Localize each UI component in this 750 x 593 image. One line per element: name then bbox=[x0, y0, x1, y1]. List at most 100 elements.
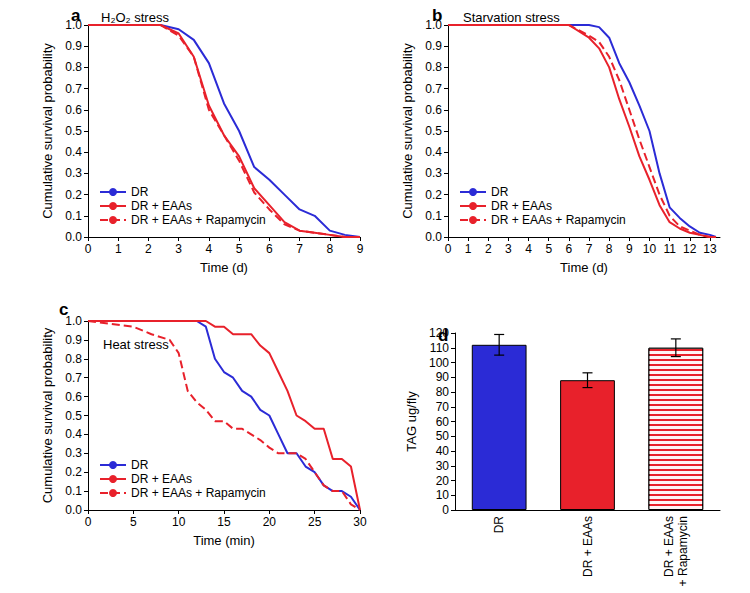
svg-text:TAG ug/fly: TAG ug/fly bbox=[404, 391, 419, 452]
svg-text:8: 8 bbox=[606, 242, 613, 256]
svg-text:4: 4 bbox=[206, 242, 213, 256]
svg-text:0.8: 0.8 bbox=[65, 352, 82, 366]
svg-text:0: 0 bbox=[85, 515, 92, 529]
svg-text:Time (d): Time (d) bbox=[200, 260, 248, 275]
svg-text:DR: DR bbox=[131, 458, 149, 472]
svg-text:DR + EAAs: DR + EAAs bbox=[581, 516, 595, 577]
svg-text:20: 20 bbox=[436, 474, 450, 488]
svg-text:Time (d): Time (d) bbox=[560, 260, 608, 275]
svg-text:20: 20 bbox=[263, 515, 277, 529]
svg-text:0.7: 0.7 bbox=[65, 82, 82, 96]
svg-text:0.1: 0.1 bbox=[65, 209, 82, 223]
svg-text:15: 15 bbox=[217, 515, 231, 529]
svg-text:0.0: 0.0 bbox=[425, 230, 442, 244]
svg-text:0.1: 0.1 bbox=[65, 484, 82, 498]
svg-text:5: 5 bbox=[130, 515, 137, 529]
svg-text:10: 10 bbox=[172, 515, 186, 529]
svg-text:0.6: 0.6 bbox=[65, 390, 82, 404]
svg-text:9: 9 bbox=[626, 242, 633, 256]
svg-text:4: 4 bbox=[525, 242, 532, 256]
svg-text:0.2: 0.2 bbox=[425, 188, 442, 202]
svg-text:3: 3 bbox=[175, 242, 182, 256]
svg-text:Starvation stress: Starvation stress bbox=[463, 10, 560, 25]
svg-text:0.3: 0.3 bbox=[65, 446, 82, 460]
svg-text:0.0: 0.0 bbox=[65, 230, 82, 244]
svg-text:2: 2 bbox=[145, 242, 152, 256]
svg-text:DR + EAAs + Rapamycin: DR + EAAs + Rapamycin bbox=[131, 213, 266, 227]
svg-text:2: 2 bbox=[485, 242, 492, 256]
svg-text:0.4: 0.4 bbox=[425, 145, 442, 159]
svg-text:0.4: 0.4 bbox=[65, 145, 82, 159]
svg-text:0.5: 0.5 bbox=[65, 409, 82, 423]
svg-text:50: 50 bbox=[436, 429, 450, 443]
svg-text:11: 11 bbox=[663, 242, 676, 256]
svg-text:12: 12 bbox=[683, 242, 697, 256]
svg-text:DR: DR bbox=[131, 185, 149, 199]
svg-text:5: 5 bbox=[545, 242, 552, 256]
svg-text:a: a bbox=[71, 6, 81, 25]
svg-text:0.0: 0.0 bbox=[65, 503, 82, 517]
svg-text:+ Rapamycin: + Rapamycin bbox=[676, 516, 690, 586]
svg-text:0.5: 0.5 bbox=[425, 124, 442, 138]
svg-text:Cumulative survival probabilit: Cumulative survival probability bbox=[40, 327, 55, 503]
svg-text:Heat stress: Heat stress bbox=[103, 337, 169, 352]
svg-text:0: 0 bbox=[85, 242, 92, 256]
svg-text:110: 110 bbox=[429, 340, 449, 355]
svg-text:Time (min): Time (min) bbox=[193, 533, 255, 548]
svg-text:0.7: 0.7 bbox=[425, 82, 442, 96]
svg-text:Cumulative survival probabilit: Cumulative survival probability bbox=[400, 43, 415, 219]
svg-text:0.4: 0.4 bbox=[65, 427, 82, 441]
svg-text:0.9: 0.9 bbox=[65, 333, 82, 347]
svg-text:DR: DR bbox=[491, 185, 509, 199]
svg-text:0.6: 0.6 bbox=[425, 103, 442, 117]
svg-text:10: 10 bbox=[436, 488, 450, 502]
svg-text:100: 100 bbox=[429, 356, 449, 370]
svg-text:10: 10 bbox=[643, 242, 657, 256]
svg-text:0.9: 0.9 bbox=[65, 39, 82, 53]
svg-text:0.5: 0.5 bbox=[65, 124, 82, 138]
svg-text:0.7: 0.7 bbox=[65, 371, 82, 385]
svg-text:0.3: 0.3 bbox=[425, 166, 442, 180]
svg-text:90: 90 bbox=[436, 370, 450, 384]
svg-text:0.6: 0.6 bbox=[65, 103, 82, 117]
svg-text:13: 13 bbox=[703, 242, 717, 256]
svg-text:DR + EAAs + Rapamycin: DR + EAAs + Rapamycin bbox=[491, 213, 626, 227]
svg-text:d: d bbox=[438, 326, 448, 345]
svg-text:1: 1 bbox=[465, 242, 472, 256]
svg-text:70: 70 bbox=[436, 400, 450, 414]
svg-text:80: 80 bbox=[436, 385, 450, 399]
svg-text:0.9: 0.9 bbox=[425, 39, 442, 53]
svg-text:0: 0 bbox=[445, 242, 452, 256]
svg-text:6: 6 bbox=[566, 242, 573, 256]
svg-text:H₂O₂ stress: H₂O₂ stress bbox=[101, 10, 169, 25]
svg-text:b: b bbox=[432, 6, 442, 25]
svg-text:0.8: 0.8 bbox=[65, 60, 82, 74]
svg-text:5: 5 bbox=[236, 242, 243, 256]
svg-text:9: 9 bbox=[357, 242, 364, 256]
svg-text:DR + EAAs + Rapamycin: DR + EAAs + Rapamycin bbox=[131, 486, 266, 500]
svg-text:30: 30 bbox=[436, 459, 450, 473]
svg-text:DR: DR bbox=[492, 516, 506, 534]
svg-text:6: 6 bbox=[266, 242, 273, 256]
svg-text:7: 7 bbox=[586, 242, 593, 256]
svg-text:DR + EAAs: DR + EAAs bbox=[131, 199, 192, 213]
svg-text:0.1: 0.1 bbox=[425, 209, 442, 223]
svg-text:60: 60 bbox=[436, 415, 450, 429]
svg-text:0: 0 bbox=[442, 503, 449, 517]
svg-text:0.3: 0.3 bbox=[65, 166, 82, 180]
svg-text:DR + EAAs: DR + EAAs bbox=[662, 516, 676, 577]
svg-text:DR + EAAs: DR + EAAs bbox=[131, 472, 192, 486]
svg-text:7: 7 bbox=[296, 242, 303, 256]
svg-text:8: 8 bbox=[326, 242, 333, 256]
svg-text:40: 40 bbox=[436, 444, 450, 458]
svg-text:Cumulative survival probabilit: Cumulative survival probability bbox=[40, 43, 55, 219]
svg-text:1: 1 bbox=[115, 242, 122, 256]
svg-text:0.2: 0.2 bbox=[65, 188, 82, 202]
svg-text:25: 25 bbox=[308, 515, 322, 529]
svg-text:0.8: 0.8 bbox=[425, 60, 442, 74]
svg-text:c: c bbox=[59, 300, 68, 319]
svg-text:DR + EAAs: DR + EAAs bbox=[491, 199, 552, 213]
svg-text:0.2: 0.2 bbox=[65, 465, 82, 479]
svg-text:3: 3 bbox=[505, 242, 512, 256]
svg-text:30: 30 bbox=[353, 515, 367, 529]
